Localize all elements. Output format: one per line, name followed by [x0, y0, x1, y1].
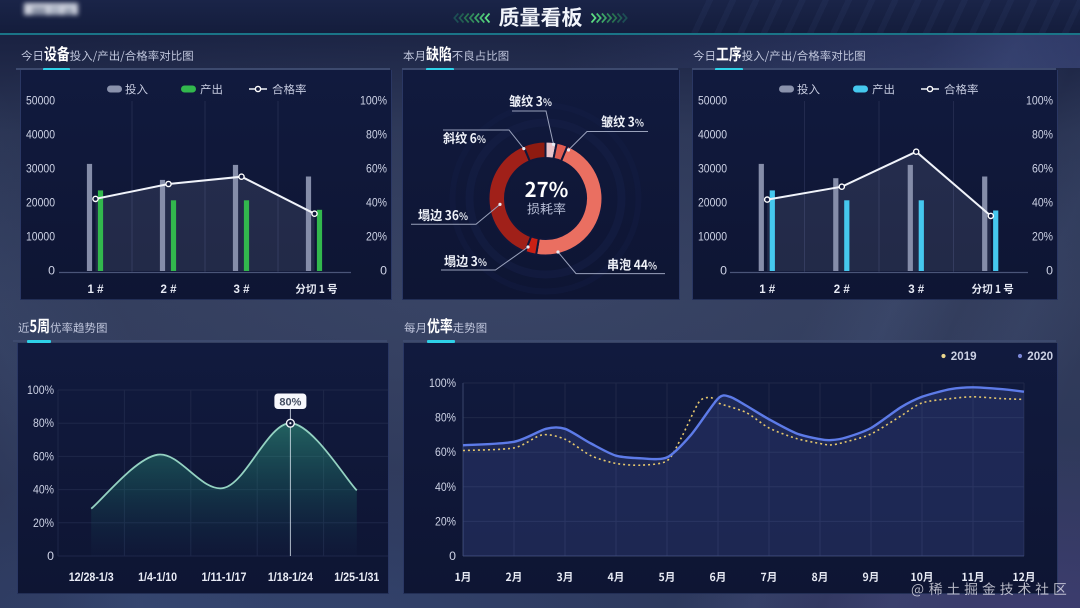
svg-text:30000: 30000 — [26, 162, 55, 176]
svg-text:50000: 50000 — [26, 94, 55, 108]
svg-text:40%: 40% — [1032, 196, 1053, 210]
svg-text:0: 0 — [380, 264, 387, 278]
svg-text:40%: 40% — [33, 483, 54, 497]
svg-text:0: 0 — [449, 549, 456, 563]
svg-text:40000: 40000 — [698, 128, 727, 142]
svg-text:20%: 20% — [1032, 230, 1053, 244]
svg-text:80%: 80% — [1032, 128, 1053, 142]
svg-text:20%: 20% — [435, 514, 456, 528]
svg-text:20%: 20% — [33, 516, 54, 530]
svg-text:0: 0 — [48, 264, 55, 278]
svg-text:60%: 60% — [366, 162, 387, 176]
svg-text:30000: 30000 — [698, 162, 727, 176]
svg-text:100%: 100% — [1026, 94, 1053, 108]
svg-text:3 #: 3 # — [234, 284, 251, 296]
svg-text:1/4-1/10: 1/4-1/10 — [138, 572, 177, 584]
svg-text:20000: 20000 — [26, 196, 55, 210]
svg-text:2 #: 2 # — [834, 284, 851, 296]
svg-text:60%: 60% — [1032, 162, 1053, 176]
svg-text:0: 0 — [47, 549, 54, 563]
svg-text:0: 0 — [1046, 264, 1053, 278]
svg-text:1/11-1/17: 1/11-1/17 — [202, 572, 247, 584]
svg-text:60%: 60% — [435, 445, 456, 459]
svg-text:2019: 2019 — [951, 350, 977, 363]
svg-text:10000: 10000 — [698, 230, 727, 244]
svg-text:80%: 80% — [366, 128, 387, 142]
svg-text:2 #: 2 # — [161, 284, 178, 296]
svg-text:20000: 20000 — [698, 196, 727, 210]
svg-text:1/25-1/31: 1/25-1/31 — [334, 572, 380, 584]
svg-text:3 #: 3 # — [908, 284, 925, 296]
svg-text:80%: 80% — [279, 397, 301, 409]
svg-text:12/28-1/3: 12/28-1/3 — [69, 572, 114, 584]
svg-text:80%: 80% — [33, 416, 54, 430]
svg-text:80%: 80% — [435, 411, 456, 425]
svg-text:100%: 100% — [360, 94, 387, 108]
svg-text:1/18-1/24: 1/18-1/24 — [268, 572, 314, 584]
svg-text:100%: 100% — [27, 383, 54, 397]
svg-text:10000: 10000 — [26, 230, 55, 244]
svg-text:60%: 60% — [33, 449, 54, 463]
svg-text:50000: 50000 — [698, 94, 727, 108]
svg-text:2020: 2020 — [1027, 350, 1053, 363]
svg-text:100%: 100% — [429, 376, 456, 390]
svg-text:40%: 40% — [435, 480, 456, 494]
svg-text:40%: 40% — [366, 196, 387, 210]
svg-text:0: 0 — [720, 264, 727, 278]
svg-text:1 #: 1 # — [88, 284, 105, 296]
svg-text:1 #: 1 # — [759, 284, 776, 296]
svg-text:20%: 20% — [366, 230, 387, 244]
svg-text:40000: 40000 — [26, 128, 55, 142]
